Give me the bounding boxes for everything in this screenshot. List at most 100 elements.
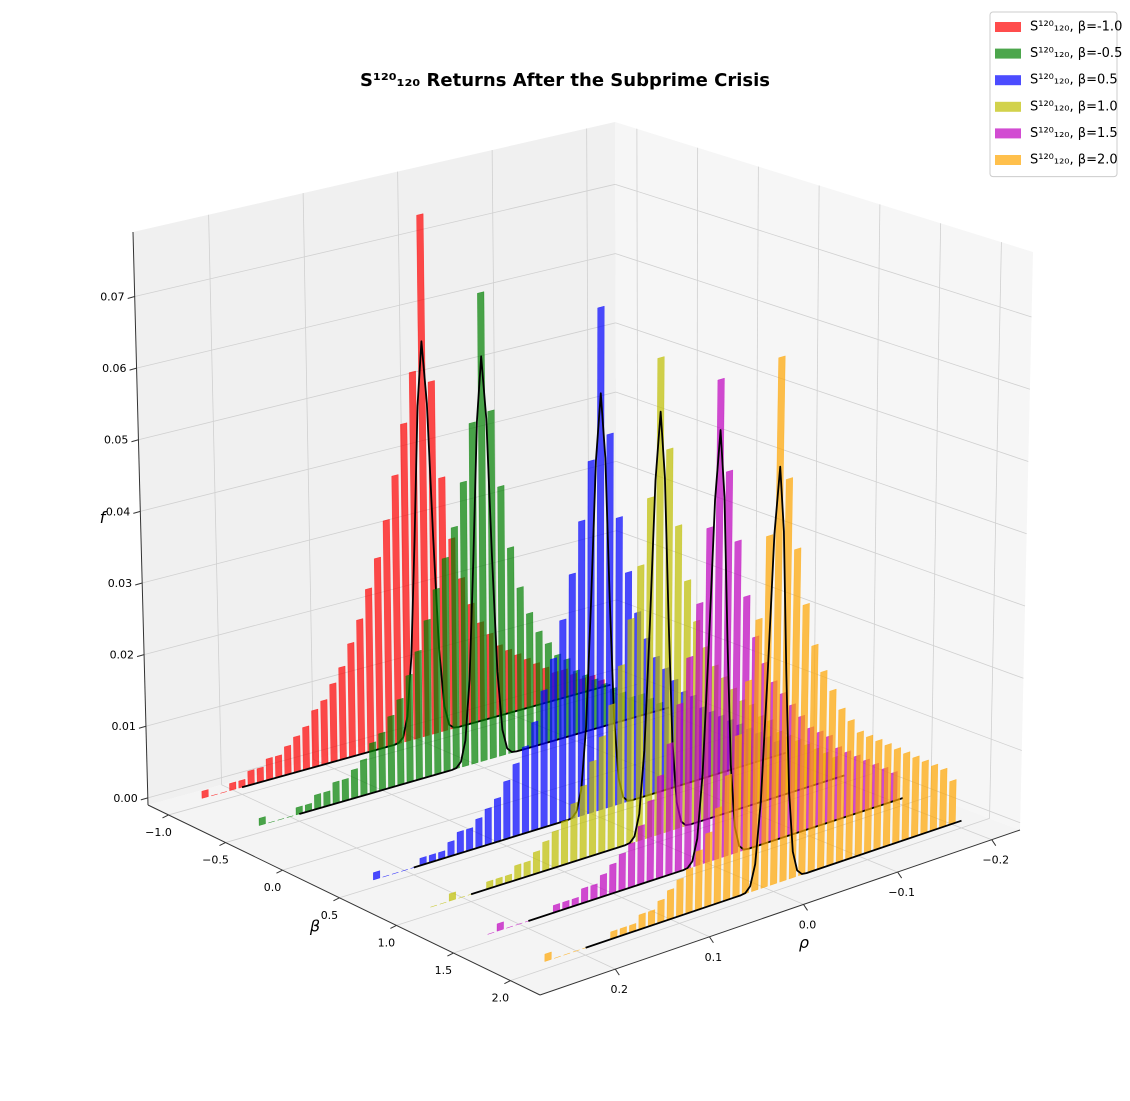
bar xyxy=(627,841,636,889)
bar xyxy=(798,602,810,877)
bar xyxy=(646,799,655,883)
axes: −0.2 −0.1 0.0 0.1 0.2 −1.0 −0.5 0.0 0.5 1.0 1.5 2.0… xyxy=(100,231,1021,1005)
bar xyxy=(560,819,569,866)
bar xyxy=(911,755,920,838)
bar xyxy=(391,872,399,875)
grid-line xyxy=(138,322,616,441)
bar xyxy=(685,867,694,915)
z-tick xyxy=(140,797,148,801)
legend-swatch xyxy=(995,101,1021,112)
x-axis-label: ρ xyxy=(799,933,809,952)
bar xyxy=(549,657,557,826)
y-tick-label: 1.5 xyxy=(435,964,453,977)
bar xyxy=(637,824,645,886)
bar xyxy=(341,778,349,802)
grid-line xyxy=(491,150,498,709)
grid-line xyxy=(136,253,616,369)
bar xyxy=(329,682,338,763)
legend-label: S¹²⁰₁₂₀, β=-0.5 xyxy=(1030,46,1122,61)
bar xyxy=(694,849,703,912)
bar xyxy=(430,904,438,908)
y-tick xyxy=(390,924,397,929)
grid-line xyxy=(615,253,1031,390)
grid-line xyxy=(616,530,1024,679)
y-tick xyxy=(447,952,454,957)
bar xyxy=(220,791,227,794)
bar xyxy=(468,421,479,765)
bar xyxy=(414,649,423,781)
legend-label: S¹²⁰₁₂₀, β=1.0 xyxy=(1030,99,1118,114)
legend-label: S¹²⁰₁₂₀, β=-1.0 xyxy=(1030,20,1122,35)
bar xyxy=(496,921,504,932)
legend-swatch xyxy=(995,128,1021,139)
z-tick-label: 0.02 xyxy=(110,649,135,662)
bar xyxy=(360,758,368,797)
z-tick-label: 0.00 xyxy=(113,792,138,805)
fit-curve xyxy=(299,355,670,815)
bar xyxy=(607,703,616,851)
bar xyxy=(516,586,525,752)
bar xyxy=(487,932,495,935)
y-tick-label: 0.5 xyxy=(321,909,339,922)
bar xyxy=(568,572,576,821)
y-tick-label: 0.0 xyxy=(264,881,282,894)
legend-swatch xyxy=(995,22,1021,32)
z-tick-label: 0.04 xyxy=(106,505,131,518)
bar xyxy=(616,664,625,849)
bar xyxy=(572,949,580,953)
bar xyxy=(405,673,414,784)
x-tick xyxy=(708,936,714,944)
z-tick-label: 0.05 xyxy=(104,434,129,447)
bar xyxy=(626,617,635,846)
bar xyxy=(258,816,266,826)
bar xyxy=(657,898,665,924)
bar xyxy=(350,768,359,800)
bar xyxy=(704,831,713,908)
bar xyxy=(284,744,292,776)
bar xyxy=(338,665,347,761)
y-tick-label: 2.0 xyxy=(492,992,510,1005)
x-tick-label: 0.2 xyxy=(611,983,629,996)
bar xyxy=(265,757,274,781)
x-tick-label: 0.1 xyxy=(705,951,723,964)
grid-line xyxy=(930,223,942,796)
y-tick xyxy=(219,842,226,847)
bar xyxy=(378,731,386,792)
bar xyxy=(396,697,405,786)
grid-line xyxy=(615,183,1032,318)
legend-box xyxy=(989,11,1118,178)
bar xyxy=(286,815,294,818)
bar xyxy=(551,829,559,869)
grid-line xyxy=(510,817,990,982)
bar xyxy=(665,742,674,877)
grid-line xyxy=(989,242,1002,819)
grid-line xyxy=(615,391,1027,535)
grid-line xyxy=(221,784,616,970)
bar xyxy=(456,830,464,855)
bar xyxy=(293,735,301,774)
bar xyxy=(554,955,561,959)
y-tick xyxy=(504,980,511,985)
z-tick xyxy=(127,295,135,299)
bar xyxy=(211,793,218,797)
x-tick xyxy=(991,839,997,846)
grid-line xyxy=(615,322,1029,462)
z-tick xyxy=(131,439,139,443)
grid-line xyxy=(142,460,617,584)
grid-line xyxy=(616,460,1026,607)
bar xyxy=(369,741,377,794)
y-tick-label: 1.0 xyxy=(378,936,396,949)
bar xyxy=(275,754,283,779)
bar xyxy=(503,779,511,841)
bar xyxy=(439,901,447,905)
grid-line xyxy=(302,193,314,760)
bar xyxy=(609,862,617,895)
bar xyxy=(382,874,390,878)
z-tick-label: 0.03 xyxy=(108,577,133,590)
x-tick-label: 0.0 xyxy=(799,918,817,931)
bar xyxy=(713,806,723,905)
bar xyxy=(507,546,516,754)
legend-label: S¹²⁰₁₂₀, β=0.5 xyxy=(1030,73,1118,88)
legend-label: S¹²⁰₁₂₀, β=2.0 xyxy=(1030,153,1118,168)
